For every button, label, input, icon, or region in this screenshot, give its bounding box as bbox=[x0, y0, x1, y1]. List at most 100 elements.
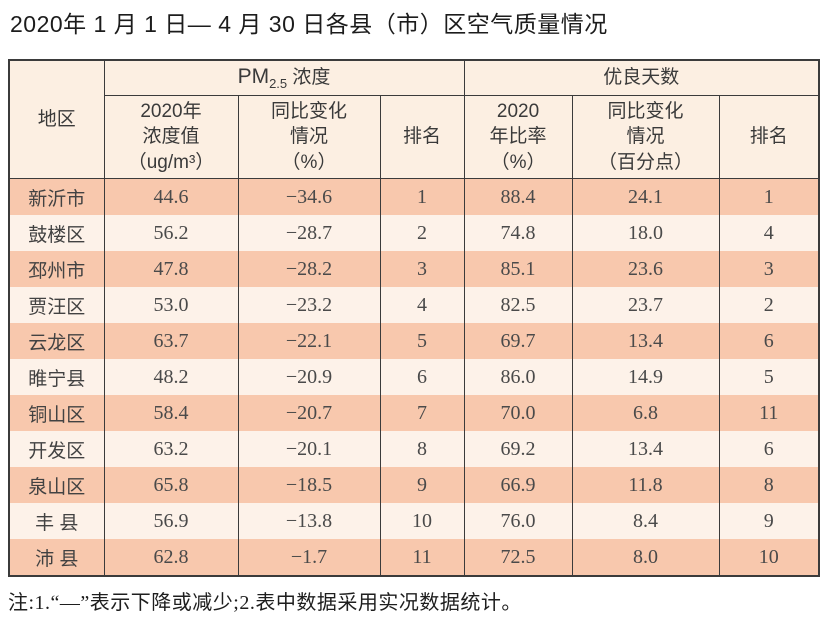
cell-pm-change: −22.1 bbox=[237, 323, 381, 359]
cell-pm-rank: 6 bbox=[379, 359, 465, 395]
header-pm-rank: 排名 bbox=[379, 95, 465, 179]
cell-pm-change: −28.7 bbox=[237, 215, 381, 251]
cell-good-change: 14.9 bbox=[571, 359, 720, 395]
cell-pm-value: 65.8 bbox=[103, 467, 239, 503]
cell-pm-change: −20.1 bbox=[237, 431, 381, 467]
cell-good-rate: 69.2 bbox=[463, 431, 573, 467]
cell-good-rank: 6 bbox=[718, 431, 820, 467]
cell-pm-change: −34.6 bbox=[237, 178, 381, 215]
cell-good-change: 23.7 bbox=[571, 287, 720, 323]
table-body: 新沂市 44.6 −34.6 1 88.4 24.1 1 鼓楼区 56.2 −28.7 2 74.8 1… bbox=[8, 178, 820, 576]
header-pm-value: 2020年 浓度值 （ug/m³） bbox=[103, 95, 239, 179]
cell-pm-value: 63.2 bbox=[103, 431, 239, 467]
cell-good-rank: 11 bbox=[718, 395, 820, 431]
cell-good-change: 13.4 bbox=[571, 323, 720, 359]
table-row: 鼓楼区 56.2 −28.7 2 74.8 18.0 4 bbox=[8, 215, 820, 251]
cell-good-rate: 72.5 bbox=[463, 539, 573, 576]
cell-region: 开发区 bbox=[8, 431, 105, 467]
cell-pm-rank: 3 bbox=[379, 251, 465, 287]
cell-pm-value: 58.4 bbox=[103, 395, 239, 431]
cell-pm-rank: 2 bbox=[379, 215, 465, 251]
cell-pm-rank: 8 bbox=[379, 431, 465, 467]
cell-pm-rank: 9 bbox=[379, 467, 465, 503]
cell-region: 云龙区 bbox=[8, 323, 105, 359]
header-sub-row: 2020年 浓度值 （ug/m³） 同比变化 情况 （%） 排名 2020 年比… bbox=[9, 95, 820, 179]
table-row: 开发区 63.2 −20.1 8 69.2 13.4 6 bbox=[8, 431, 820, 467]
cell-good-rank: 4 bbox=[718, 215, 820, 251]
header-good-rank: 排名 bbox=[718, 95, 820, 179]
table-row: 邳州市 47.8 −28.2 3 85.1 23.6 3 bbox=[8, 251, 820, 287]
header-pm25-group: PM2.5 浓度 bbox=[103, 59, 465, 96]
cell-good-rank: 5 bbox=[718, 359, 820, 395]
cell-good-rank: 10 bbox=[718, 539, 820, 576]
table-row: 云龙区 63.7 −22.1 5 69.7 13.4 6 bbox=[8, 323, 820, 359]
cell-good-rate: 85.1 bbox=[463, 251, 573, 287]
table-row: 丰 县 56.9 −13.8 10 76.0 8.4 9 bbox=[8, 503, 820, 539]
cell-region: 泉山区 bbox=[8, 467, 105, 503]
cell-good-change: 13.4 bbox=[571, 431, 720, 467]
cell-pm-rank: 1 bbox=[379, 178, 465, 215]
cell-pm-value: 48.2 bbox=[103, 359, 239, 395]
cell-good-rate: 69.7 bbox=[463, 323, 573, 359]
cell-good-change: 8.0 bbox=[571, 539, 720, 576]
cell-good-rate: 76.0 bbox=[463, 503, 573, 539]
air-quality-table: 地区 PM2.5 浓度 优良天数 2020年 浓度值 （ug/m³） 同比变化 … bbox=[8, 59, 821, 577]
cell-pm-rank: 4 bbox=[379, 287, 465, 323]
cell-good-rate: 88.4 bbox=[463, 178, 573, 215]
table-row: 睢宁县 48.2 −20.9 6 86.0 14.9 5 bbox=[8, 359, 820, 395]
cell-region: 鼓楼区 bbox=[8, 215, 105, 251]
table-row: 铜山区 58.4 −20.7 7 70.0 6.8 11 bbox=[8, 395, 820, 431]
cell-good-rank: 2 bbox=[718, 287, 820, 323]
cell-region: 贾汪区 bbox=[8, 287, 105, 323]
table-row: 新沂市 44.6 −34.6 1 88.4 24.1 1 bbox=[8, 178, 820, 215]
cell-good-change: 6.8 bbox=[571, 395, 720, 431]
page-title: 2020年 1 月 1 日— 4 月 30 日各县（市）区空气质量情况 bbox=[10, 11, 608, 37]
cell-pm-change: −1.7 bbox=[237, 539, 381, 576]
cell-good-rate: 82.5 bbox=[463, 287, 573, 323]
cell-region: 邳州市 bbox=[8, 251, 105, 287]
cell-pm-change: −28.2 bbox=[237, 251, 381, 287]
cell-good-rank: 9 bbox=[718, 503, 820, 539]
cell-good-rank: 3 bbox=[718, 251, 820, 287]
cell-region: 铜山区 bbox=[8, 395, 105, 431]
cell-pm-value: 62.8 bbox=[103, 539, 239, 576]
header-good-rate: 2020 年比率 （%） bbox=[463, 95, 573, 179]
pm25-prefix: PM bbox=[237, 65, 270, 89]
cell-pm-value: 63.7 bbox=[103, 323, 239, 359]
cell-good-rate: 66.9 bbox=[463, 467, 573, 503]
table-row: 沛 县 62.8 −1.7 11 72.5 8.0 10 bbox=[8, 539, 820, 576]
cell-pm-change: −20.7 bbox=[237, 395, 381, 431]
cell-good-rate: 70.0 bbox=[463, 395, 573, 431]
table-row: 泉山区 65.8 −18.5 9 66.9 11.8 8 bbox=[8, 467, 820, 503]
cell-good-change: 8.4 bbox=[571, 503, 720, 539]
header-good-change: 同比变化 情况 （百分点） bbox=[571, 95, 720, 179]
footnote: 注:1.“—”表示下降或减少;2.表中数据采用实况数据统计。 bbox=[8, 592, 522, 614]
cell-good-change: 24.1 bbox=[571, 178, 720, 215]
cell-pm-value: 56.9 bbox=[103, 503, 239, 539]
pm25-suffix: 浓度 bbox=[287, 67, 331, 89]
cell-pm-change: −20.9 bbox=[237, 359, 381, 395]
cell-pm-rank: 10 bbox=[379, 503, 465, 539]
cell-good-rank: 1 bbox=[718, 178, 820, 215]
cell-pm-change: −18.5 bbox=[237, 467, 381, 503]
cell-pm-rank: 5 bbox=[379, 323, 465, 359]
cell-good-rank: 6 bbox=[718, 323, 820, 359]
header-region: 地区 bbox=[8, 59, 105, 179]
cell-pm-rank: 11 bbox=[379, 539, 465, 576]
header-good-days-group: 优良天数 bbox=[463, 59, 820, 96]
cell-good-rate: 74.8 bbox=[463, 215, 573, 251]
cell-region: 沛 县 bbox=[8, 539, 105, 576]
table-header: 地区 PM2.5 浓度 优良天数 2020年 浓度值 （ug/m³） 同比变化 … bbox=[8, 59, 820, 179]
header-group-row: 地区 PM2.5 浓度 优良天数 bbox=[8, 59, 820, 179]
pm25-subscript: 2.5 bbox=[269, 76, 288, 92]
cell-pm-change: −23.2 bbox=[237, 287, 381, 323]
cell-good-change: 23.6 bbox=[571, 251, 720, 287]
header-pm-change: 同比变化 情况 （%） bbox=[237, 95, 381, 179]
cell-good-rank: 8 bbox=[718, 467, 820, 503]
cell-pm-rank: 7 bbox=[379, 395, 465, 431]
cell-region: 新沂市 bbox=[8, 178, 105, 215]
cell-pm-value: 47.8 bbox=[103, 251, 239, 287]
cell-good-change: 11.8 bbox=[571, 467, 720, 503]
cell-pm-value: 56.2 bbox=[103, 215, 239, 251]
